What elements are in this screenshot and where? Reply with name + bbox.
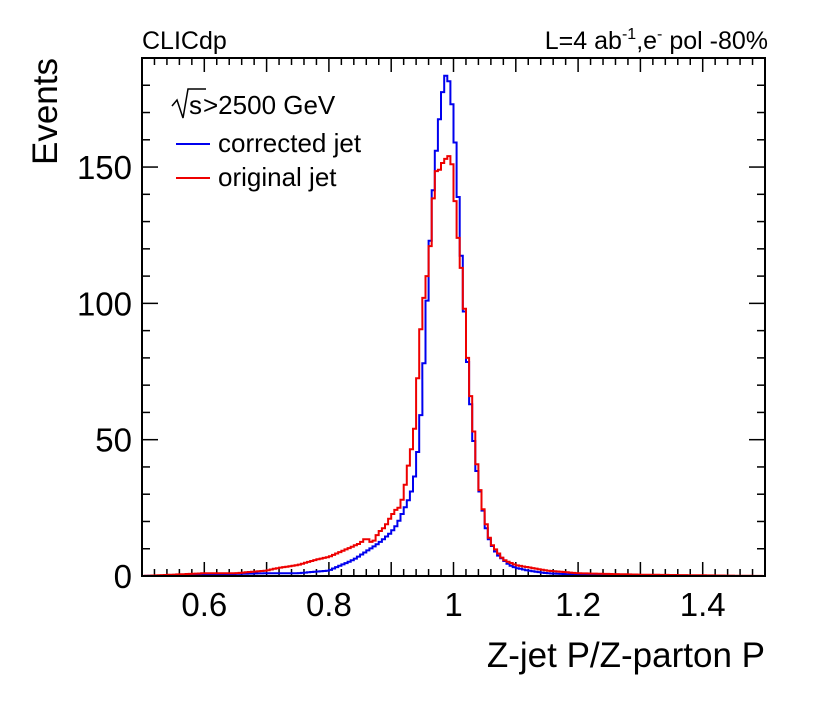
x-tick-label: 1 <box>444 586 462 623</box>
legend-header: >2500 GeV <box>203 90 336 120</box>
plot-frame <box>141 57 766 577</box>
axis-ticks: 0.6 0.8 1 1.2 1.4 0 50 100 150 <box>77 57 766 623</box>
x-tick-label: 0.8 <box>306 586 352 623</box>
luminosity-prefix: L=4 ab <box>545 27 622 55</box>
y-tick-label: 150 <box>77 149 132 186</box>
luminosity-sup2: - <box>657 26 662 43</box>
luminosity-label: L=4 ab-1,e- pol -80% <box>545 26 768 55</box>
x-tick-label: 0.6 <box>181 586 227 623</box>
x-tick-label: 1.2 <box>555 586 601 623</box>
legend-sqrt-s: s <box>189 90 202 120</box>
legend: s >2500 GeV corrected jet original jet <box>171 88 362 192</box>
x-tick-label: 1.4 <box>680 586 726 623</box>
series-line-original <box>142 155 765 577</box>
x-axis-title: Z-jet P/Z-parton P <box>487 636 765 675</box>
luminosity-mid: ,e <box>636 27 657 55</box>
legend-label-original: original jet <box>218 162 337 192</box>
legend-label-corrected: corrected jet <box>218 128 362 158</box>
experiment-label: CLICdp <box>142 27 227 55</box>
y-tick-label: 100 <box>77 285 132 322</box>
y-axis-title: Events <box>26 58 65 165</box>
y-tick-label: 50 <box>95 422 132 459</box>
y-tick-label: 0 <box>114 558 132 595</box>
luminosity-sup1: -1 <box>622 26 636 43</box>
sqrt-symbol <box>171 88 206 119</box>
luminosity-suffix: pol -80% <box>662 27 768 55</box>
